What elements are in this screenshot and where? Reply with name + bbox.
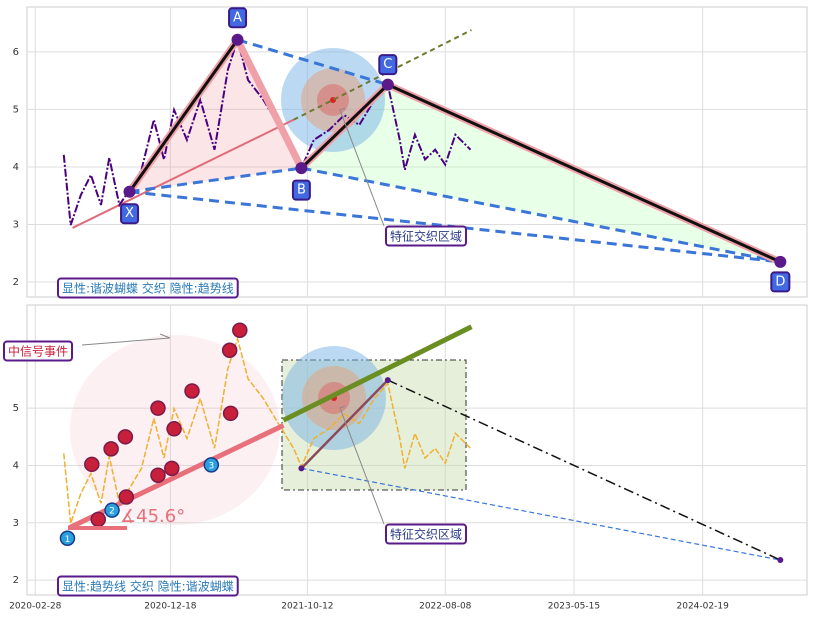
pattern-area <box>129 39 302 192</box>
pattern-area <box>301 84 781 262</box>
y-tick-label: 3 <box>13 220 19 231</box>
label-box-frame <box>3 340 74 362</box>
pattern-leg <box>300 379 389 470</box>
pattern-label: C <box>383 57 392 72</box>
numbered-point <box>104 502 120 518</box>
zone-arrow <box>339 405 385 525</box>
event-label: 中信号事件 <box>8 344 68 359</box>
trend-line <box>72 118 295 229</box>
wave-point <box>232 322 248 338</box>
y-tick-label: 2 <box>13 277 19 288</box>
pattern-label: A <box>233 10 242 25</box>
x-tick-label: 2020-12-18 <box>144 602 197 612</box>
pattern-point <box>123 185 136 198</box>
wave-point <box>117 429 134 445</box>
zone-label: 特征交织区域 <box>390 527 462 542</box>
y-tick-label: 5 <box>13 104 19 115</box>
pattern-label: B <box>297 183 306 198</box>
wave-point <box>166 421 182 437</box>
y-tick-label: 4 <box>13 162 19 173</box>
y-tick-label: 5 <box>13 403 19 414</box>
wave-point <box>84 456 100 473</box>
zone-label: 特征交织区域 <box>385 523 468 545</box>
pattern-point <box>384 377 391 384</box>
label-box-frame <box>57 277 239 299</box>
pattern-label: X <box>125 206 134 221</box>
x-tick-label: 2023-05-15 <box>548 602 600 612</box>
wave-point <box>221 342 238 359</box>
price-line <box>62 36 472 226</box>
numbered-point <box>59 530 76 547</box>
y-tick-label: 6 <box>13 47 19 58</box>
numbered-point-label: 2 <box>109 507 115 517</box>
pattern-label: C <box>378 54 398 76</box>
pattern-dashed <box>129 166 302 194</box>
wave-point <box>103 441 119 457</box>
label-box-frame <box>228 7 248 29</box>
pattern-point <box>774 255 787 268</box>
pattern-point <box>381 78 394 91</box>
label-box-frame <box>385 523 468 545</box>
wave-point <box>150 400 166 416</box>
caption: 显性:谐波蝴蝶 交织 隐性:趋势线 <box>62 281 234 296</box>
zone-label: 特征交织区域 <box>390 229 462 244</box>
y-tick-label: 2 <box>13 575 19 586</box>
wave-point <box>184 383 200 399</box>
event-arrow <box>81 333 171 346</box>
wave-point <box>222 405 239 422</box>
caption: 显性:谐波蝴蝶 交织 隐性:趋势线 <box>57 277 239 299</box>
x-tick-label: 2020-02-28 <box>9 602 62 612</box>
pattern-label: X <box>120 203 140 225</box>
label-box-frame <box>120 203 140 225</box>
pattern-point <box>231 33 244 46</box>
numbered-point-label: 3 <box>208 461 214 471</box>
pattern-point <box>298 465 305 472</box>
pattern-label: A <box>228 7 248 29</box>
label-box-frame <box>378 54 398 76</box>
x-tick-label: 2024-02-19 <box>677 602 730 612</box>
pattern-dashed <box>387 379 781 561</box>
wave-point <box>164 460 180 477</box>
label-box-frame <box>385 225 468 247</box>
angle-label: ∡45.6° <box>120 506 185 527</box>
pattern-point <box>295 162 308 175</box>
pattern-leg-bg <box>234 38 305 170</box>
pattern-point <box>777 557 784 564</box>
caption: 显性:趋势线 交织 隐性:谐波蝴蝶 <box>57 575 239 597</box>
pattern-leg <box>387 83 781 264</box>
wave-point <box>90 511 106 528</box>
pattern-dashed <box>301 467 781 561</box>
y-tick-label: 4 <box>13 460 19 471</box>
pattern-label: B <box>291 179 311 201</box>
pattern-label: D <box>770 271 791 293</box>
y-tick-label: 3 <box>13 518 19 529</box>
wave-point <box>118 489 135 505</box>
pattern-leg <box>128 38 239 193</box>
label-box-frame <box>770 271 791 293</box>
pattern-dashed <box>237 38 389 87</box>
pattern-leg <box>300 83 389 170</box>
pattern-dashed <box>301 166 781 264</box>
label-box-frame <box>291 179 311 201</box>
price-line <box>63 336 472 524</box>
trend-line <box>282 324 473 423</box>
zone-label: 特征交织区域 <box>385 225 468 247</box>
event-label: 中信号事件 <box>3 340 74 362</box>
caption: 显性:趋势线 交织 隐性:谐波蝴蝶 <box>62 579 234 594</box>
numbered-point <box>203 457 220 473</box>
label-box-frame <box>57 575 239 597</box>
pattern-label: D <box>775 274 785 289</box>
wave-point <box>150 467 166 483</box>
x-tick-label: 2021-10-12 <box>281 602 333 612</box>
x-tick-label: 2022-08-08 <box>419 602 472 612</box>
zone-arrow <box>339 107 385 227</box>
numbered-point-label: 1 <box>65 535 71 545</box>
